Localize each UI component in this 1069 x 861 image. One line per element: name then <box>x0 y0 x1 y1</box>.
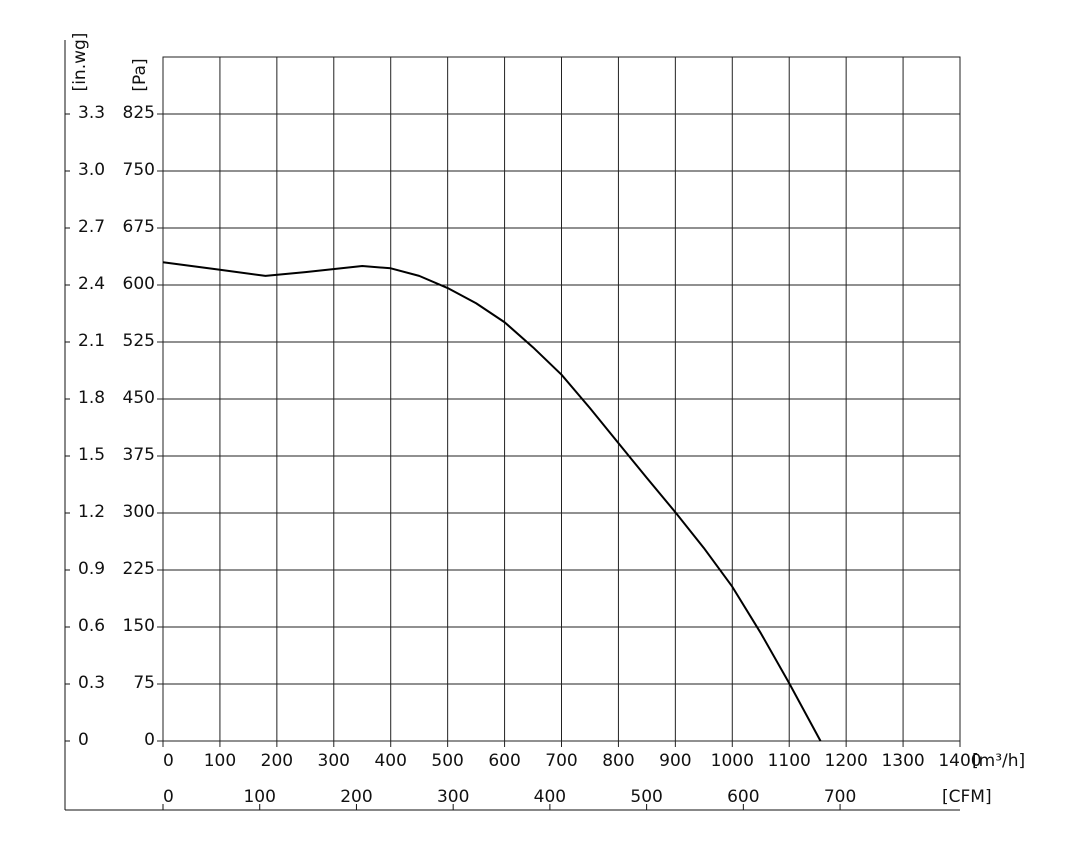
y-tick-label: 450 <box>123 388 155 408</box>
x-tick-label: 400 <box>374 751 406 771</box>
x-tick-label: 1000 <box>711 751 754 771</box>
x-tick-label: 900 <box>659 751 691 771</box>
x2-tick-label: 300 <box>437 787 469 807</box>
x-tick-label: 1100 <box>768 751 811 771</box>
x-tick-label: 200 <box>261 751 293 771</box>
x2-tick-label: 700 <box>824 787 856 807</box>
y-tick-label: 825 <box>123 103 155 123</box>
y2-tick-label: 0.3 <box>78 673 105 693</box>
x-tick-label: 500 <box>431 751 463 771</box>
y-tick-label: 525 <box>123 331 155 351</box>
y2-tick-label: 0.9 <box>78 559 105 579</box>
y2-tick-label: 0.6 <box>78 616 105 636</box>
y2-tick-label: 3.3 <box>78 103 105 123</box>
x-tick-label: 1200 <box>825 751 868 771</box>
x2-axis-label: [CFM] <box>942 787 992 807</box>
y2-axis-label: [in.wg] <box>70 33 90 92</box>
x-tick-label: 800 <box>602 751 634 771</box>
y2-tick-label: 2.1 <box>78 331 105 351</box>
x2-tick-label: 200 <box>340 787 372 807</box>
y2-tick-label: 1.8 <box>78 388 105 408</box>
y2-tick-label: 2.7 <box>78 217 105 237</box>
x-axis-label: [m³/h] <box>972 751 1025 771</box>
y-tick-label: 750 <box>123 160 155 180</box>
y-axis-label: [Pa] <box>130 58 150 91</box>
y-tick-label: 675 <box>123 217 155 237</box>
y2-tick-label: 1.5 <box>78 445 105 465</box>
y-tick-label: 75 <box>133 673 155 693</box>
x-tick-label: 700 <box>545 751 577 771</box>
y2-tick-label: 3.0 <box>78 160 105 180</box>
x-tick-label: 1400 <box>938 751 981 771</box>
x-tick-label: 300 <box>318 751 350 771</box>
y-tick-label: 0 <box>144 730 155 750</box>
x-tick-label: 600 <box>488 751 520 771</box>
y-tick-label: 600 <box>123 274 155 294</box>
x-tick-label: 100 <box>204 751 236 771</box>
y-tick-label: 300 <box>123 502 155 522</box>
x2-tick-label: 500 <box>630 787 662 807</box>
x2-tick-label: 100 <box>243 787 275 807</box>
y2-tick-label: 1.2 <box>78 502 105 522</box>
x-tick-label: 1300 <box>881 751 924 771</box>
y2-tick-label: 0 <box>78 730 89 750</box>
x-tick-label: 0 <box>163 751 174 771</box>
y-tick-label: 375 <box>123 445 155 465</box>
x2-tick-label: 400 <box>534 787 566 807</box>
y2-tick-label: 2.4 <box>78 274 105 294</box>
y-tick-label: 150 <box>123 616 155 636</box>
y-tick-label: 225 <box>123 559 155 579</box>
x2-tick-label: 0 <box>163 787 174 807</box>
x2-tick-label: 600 <box>727 787 759 807</box>
curve <box>162 261 822 742</box>
